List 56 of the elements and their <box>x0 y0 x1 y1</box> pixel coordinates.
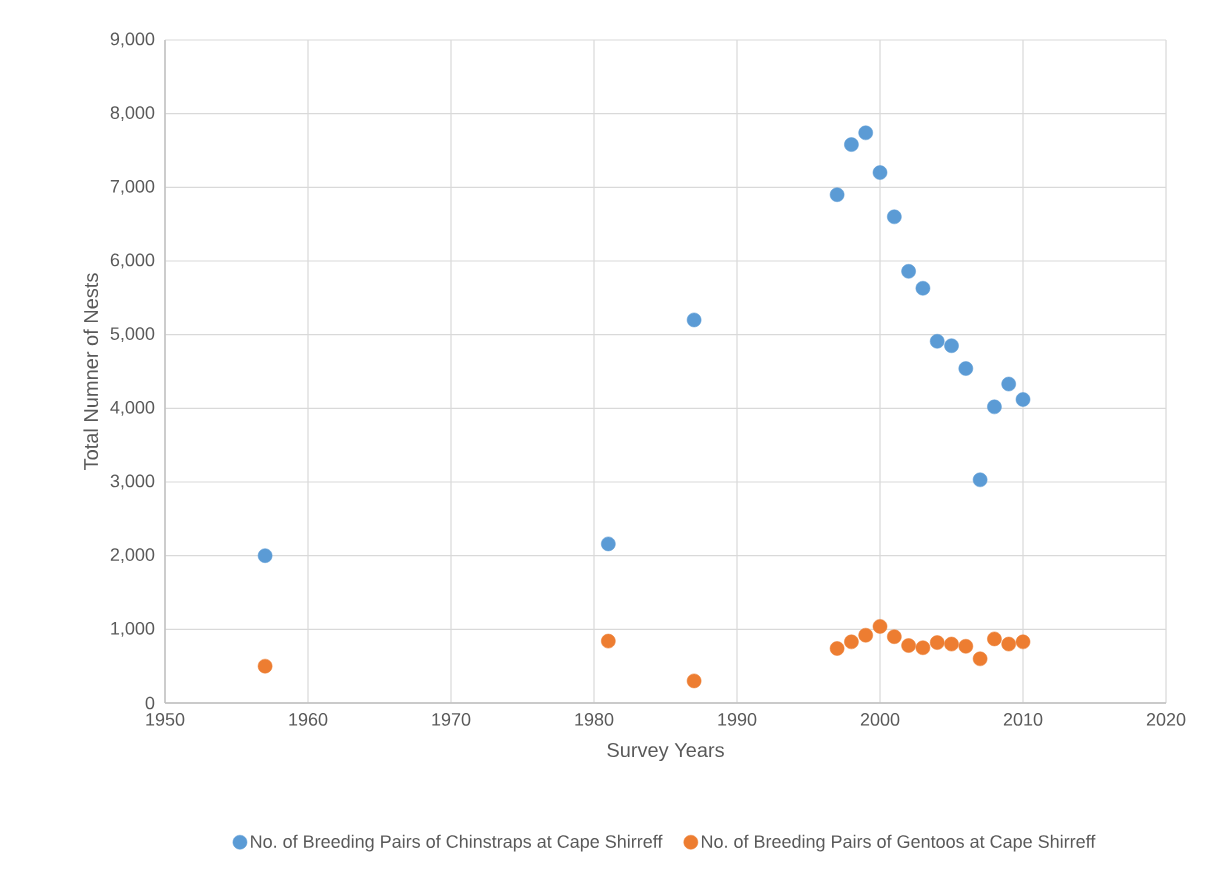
y-tick-label: 3,000 <box>110 474 155 490</box>
legend-label: No. of Breeding Pairs of Chinstraps at Cape Shirreff <box>251 834 663 852</box>
x-tick-label: 1980 <box>575 713 614 726</box>
point <box>858 125 873 141</box>
point <box>972 651 988 667</box>
point <box>901 264 916 279</box>
point <box>929 635 945 650</box>
x-tick-label: 1960 <box>289 713 328 726</box>
point <box>1001 636 1016 652</box>
point <box>844 137 859 152</box>
point <box>887 209 902 225</box>
point <box>829 641 845 656</box>
point <box>901 638 916 653</box>
x-tick-label: 2010 <box>1003 713 1043 726</box>
point <box>844 634 859 650</box>
y-tick-label: 0 <box>145 696 155 710</box>
point <box>1001 376 1016 392</box>
point <box>858 627 873 643</box>
y-tick-label: 2,000 <box>110 548 155 564</box>
point <box>1015 392 1031 407</box>
point <box>987 631 1002 647</box>
x-tick-label: 1970 <box>432 713 471 726</box>
point <box>929 334 945 349</box>
point <box>887 629 902 644</box>
x-axis-title: Survey Years <box>607 742 724 762</box>
point <box>944 338 959 353</box>
y-tick-label: 8,000 <box>110 106 155 122</box>
point <box>829 187 845 202</box>
point <box>958 361 974 376</box>
x-tick-label: 1990 <box>718 713 757 726</box>
x-tick-label: 2020 <box>1146 713 1186 726</box>
x-tick-label: 2000 <box>860 713 900 726</box>
point <box>601 633 616 649</box>
point <box>1015 634 1031 650</box>
point <box>257 548 273 563</box>
y-tick-label: 5,000 <box>110 327 155 343</box>
point <box>686 673 702 689</box>
y-tick-label: 4,000 <box>110 400 155 416</box>
point <box>987 399 1002 415</box>
y-tick-label: 7,000 <box>110 179 155 195</box>
point <box>601 536 616 552</box>
point <box>972 472 988 488</box>
point <box>915 640 931 656</box>
y-tick-label: 9,000 <box>110 32 155 48</box>
y-axis-title: Total Numner of Nests <box>83 273 99 470</box>
point <box>944 636 959 652</box>
x-tick-label: 1950 <box>146 713 185 726</box>
point <box>872 619 888 634</box>
point <box>686 312 702 328</box>
y-tick-label: 1,000 <box>111 621 155 637</box>
point <box>872 165 888 180</box>
legend-label: No. of Breeding Pairs of Gentoos at Cape Shirreff <box>701 834 1096 852</box>
point <box>915 280 931 296</box>
point <box>958 639 974 654</box>
y-tick-label: 6,000 <box>110 253 155 269</box>
point <box>257 658 273 674</box>
